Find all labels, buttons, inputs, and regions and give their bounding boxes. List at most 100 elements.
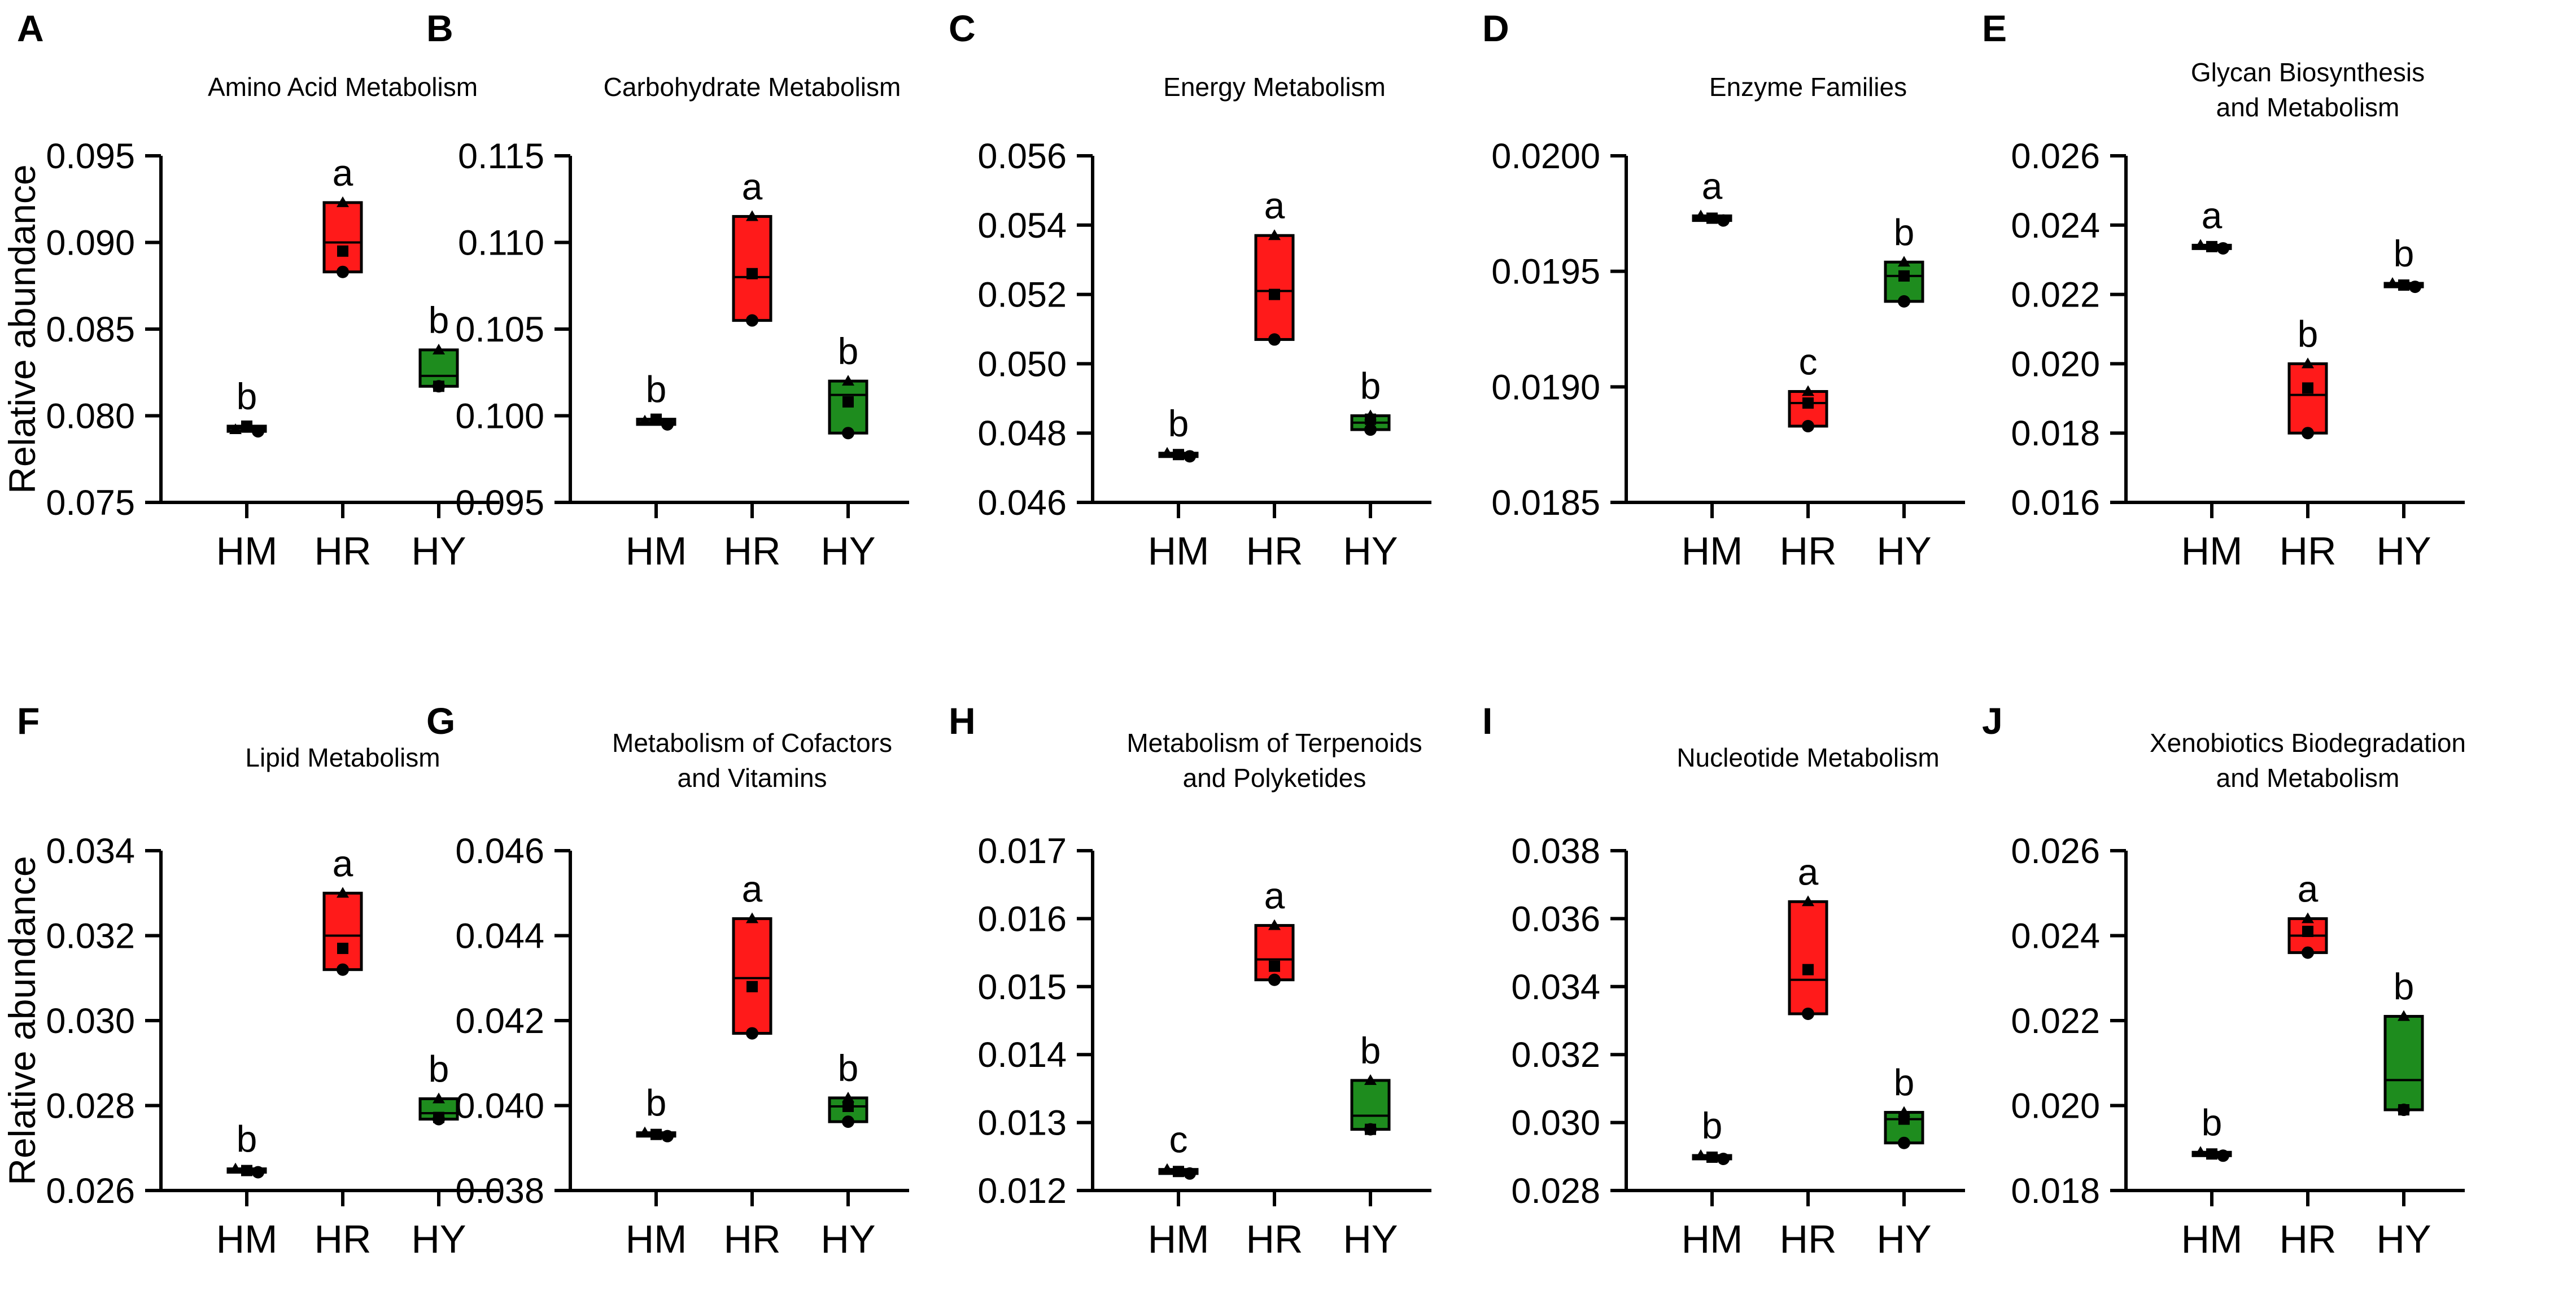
- box-hr: [732, 917, 772, 1035]
- x-tick-label: HM: [216, 529, 278, 573]
- data-point: [337, 887, 349, 898]
- panel-title: and Metabolism: [2216, 763, 2400, 793]
- significance-letter: b: [646, 1082, 667, 1124]
- data-point: [1802, 419, 1814, 432]
- significance-letter: b: [429, 1048, 449, 1089]
- y-tick-label: 0.048: [977, 414, 1067, 453]
- y-tick-label: 0.022: [2011, 275, 2100, 315]
- data-point: [842, 1115, 854, 1128]
- data-point: [2302, 912, 2314, 924]
- y-tick-label: 0.015: [977, 968, 1067, 1007]
- y-tick-label: 0.024: [2011, 917, 2100, 956]
- panel-a: A Amino Acid Metabolism 0.075 0.080 0.085 0.0…: [1, 7, 500, 573]
- significance-letter: a: [333, 152, 353, 194]
- x-tick-label: HR: [314, 529, 371, 573]
- data-point: [337, 943, 348, 955]
- data-point: [746, 210, 758, 221]
- x-tick-label: HY: [1343, 1217, 1398, 1261]
- data-point: [650, 1128, 662, 1140]
- significance-letter: b: [2202, 1101, 2223, 1143]
- y-tick-label: 0.026: [2011, 137, 2100, 176]
- data-point: [1695, 1149, 1707, 1160]
- data-point: [2302, 925, 2313, 937]
- y-tick-label: 0.024: [2011, 206, 2100, 246]
- panel-g: G Metabolism of Cofactors and Vitamins 0.03…: [426, 700, 909, 1261]
- data-point: [433, 343, 445, 354]
- y-tick-label: 0.012: [977, 1171, 1067, 1211]
- y-tick-label: 0.075: [46, 483, 135, 523]
- data-point: [1898, 256, 1910, 267]
- data-point: [1898, 270, 1910, 282]
- panel-letter: G: [426, 700, 455, 742]
- data-point: [661, 1130, 674, 1143]
- data-point: [1717, 1153, 1730, 1166]
- x-tick-label: HR: [1779, 529, 1836, 573]
- y-axis-label: Relative abundance: [1, 164, 43, 493]
- data-point: [650, 413, 662, 425]
- data-point: [1268, 919, 1281, 930]
- y-tick-label: 0.030: [1511, 1104, 1600, 1143]
- data-point: [842, 1101, 854, 1113]
- data-point: [241, 1165, 252, 1176]
- x-tick-label: HM: [216, 1217, 278, 1261]
- data-point: [2398, 1104, 2410, 1117]
- significance-letter: c: [1799, 341, 1818, 383]
- y-tick-label: 0.017: [977, 831, 1067, 871]
- box-hy: [1884, 260, 1924, 303]
- significance-letter: a: [742, 165, 763, 207]
- data-point: [1706, 1152, 1718, 1163]
- data-point: [229, 423, 242, 435]
- significance-letter: b: [237, 1118, 257, 1160]
- panel-title: Carbohydrate Metabolism: [604, 72, 901, 102]
- data-point: [2302, 382, 2313, 394]
- panel-letter: I: [1482, 700, 1492, 742]
- significance-letter: b: [838, 330, 859, 372]
- data-point: [229, 1162, 242, 1174]
- y-tick-label: 0.054: [977, 206, 1067, 246]
- x-tick-label: HY: [820, 1217, 875, 1261]
- data-point: [337, 196, 349, 207]
- panel-title: Metabolism of Terpenoids: [1127, 728, 1422, 758]
- y-tick-label: 0.115: [458, 137, 544, 176]
- data-point: [2398, 1010, 2410, 1021]
- significance-letter: a: [333, 842, 353, 884]
- panel-b: B Carbohydrate Metabolism 0.095 0.100 0.105 0…: [426, 7, 909, 573]
- significance-letter: b: [1168, 402, 1189, 444]
- y-tick-label: 0.095: [46, 137, 135, 176]
- data-point: [661, 418, 674, 431]
- y-tick-label: 0.013: [977, 1104, 1067, 1143]
- x-tick-label: HM: [1148, 1217, 1210, 1261]
- data-point: [1268, 333, 1281, 346]
- y-tick-label: 0.018: [2011, 1171, 2100, 1211]
- x-tick-label: HM: [626, 529, 687, 573]
- y-tick-label: 0.028: [1511, 1171, 1600, 1211]
- x-tick-label: HR: [314, 1217, 371, 1261]
- x-tick-label: HR: [1246, 529, 1303, 573]
- data-point: [252, 1166, 264, 1179]
- panel-title: Enzyme Families: [1709, 72, 1907, 102]
- y-tick-label: 0.105: [455, 310, 544, 349]
- y-tick-label: 0.030: [46, 1001, 135, 1041]
- data-point: [433, 1113, 445, 1126]
- data-point: [842, 1091, 854, 1102]
- significance-letter: b: [1702, 1105, 1723, 1146]
- y-tick-label: 0.020: [2011, 1087, 2100, 1126]
- y-tick-label: 0.038: [455, 1171, 544, 1211]
- data-point: [1365, 413, 1376, 425]
- data-point: [1269, 288, 1280, 300]
- y-tick-label: 0.0195: [1491, 252, 1600, 292]
- x-tick-label: HR: [2279, 1217, 2336, 1261]
- data-point: [2206, 240, 2217, 252]
- significance-letter: b: [1360, 365, 1381, 407]
- data-point: [2302, 357, 2314, 369]
- box-hr: [1788, 900, 1828, 1016]
- data-point: [2206, 1148, 2217, 1160]
- y-tick-label: 0.110: [458, 224, 544, 263]
- panel-f: F Lipid Metabolism 0.026 0.028 0.030 0.032 0.0…: [1, 700, 500, 1261]
- data-point: [746, 981, 758, 992]
- data-point: [2302, 946, 2314, 959]
- box-hy: [1350, 1079, 1391, 1131]
- x-tick-label: HY: [1343, 529, 1398, 573]
- data-point: [1173, 449, 1184, 461]
